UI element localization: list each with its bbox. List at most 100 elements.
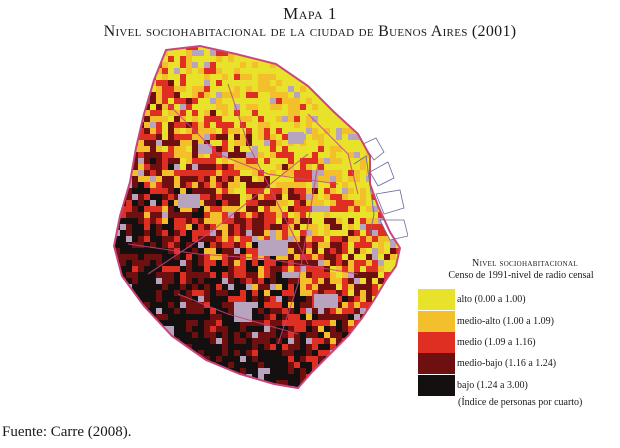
census-tract: [330, 344, 336, 350]
census-tract: [234, 338, 240, 344]
census-tract: [342, 182, 348, 188]
census-tract: [120, 46, 126, 50]
census-tract: [258, 332, 264, 338]
census-tract: [192, 104, 198, 110]
census-tract: [360, 350, 366, 362]
census-tract: [258, 302, 264, 308]
census-tract: [288, 194, 300, 200]
census-tract: [234, 68, 240, 74]
census-tract: [318, 224, 324, 230]
census-tract: [288, 326, 294, 332]
census-tract: [132, 86, 144, 92]
census-tract: [204, 122, 210, 128]
census-tract: [234, 284, 240, 290]
census-tract: [120, 152, 132, 158]
census-tract: [162, 386, 174, 388]
census-tract: [366, 98, 372, 104]
census-tract: [330, 92, 342, 98]
census-tract: [198, 86, 204, 92]
census-tract: [198, 200, 204, 206]
census-tract: [324, 320, 330, 326]
census-tract: [402, 254, 408, 260]
census-tract: [126, 224, 132, 230]
census-tract: [174, 350, 186, 356]
census-tract: [192, 296, 198, 302]
census-tract: [384, 62, 390, 74]
census-tract: [126, 56, 132, 62]
census-tract: [324, 254, 336, 260]
census-tract: [402, 248, 408, 254]
census-tract: [108, 374, 114, 380]
census-tract: [342, 134, 348, 140]
census-tract: [306, 266, 312, 272]
census-tract: [186, 74, 192, 80]
census-tract: [264, 164, 270, 176]
census-tract: [114, 104, 126, 110]
census-tract: [216, 278, 222, 284]
census-tract: [222, 392, 234, 394]
census-tract: [108, 50, 114, 56]
census-tract: [222, 170, 234, 176]
census-tract: [198, 266, 204, 272]
census-tract: [240, 338, 246, 344]
census-tract: [234, 170, 240, 176]
census-tract: [318, 284, 324, 290]
census-tract: [198, 116, 204, 122]
census-tract: [222, 368, 228, 380]
census-tract: [162, 224, 168, 230]
census-tract: [354, 338, 360, 344]
census-tract: [390, 248, 396, 254]
census-tract: [396, 134, 400, 140]
census-tract: [126, 368, 132, 374]
census-tract: [186, 134, 192, 140]
census-tract: [168, 260, 174, 266]
census-tract: [132, 116, 138, 122]
census-tract: [366, 338, 372, 344]
census-tract: [120, 140, 126, 146]
census-tract: [162, 380, 168, 388]
census-tract: [366, 74, 372, 80]
census-tract: [120, 50, 126, 56]
census-tract: [294, 332, 300, 338]
census-tract: [234, 272, 246, 278]
census-tract: [186, 308, 192, 314]
census-tract: [348, 80, 354, 86]
census-tract: [354, 104, 360, 110]
census-tract: [144, 200, 150, 206]
census-tract: [312, 320, 318, 326]
census-tract: [192, 362, 204, 368]
census-tract: [210, 332, 216, 338]
census-tract: [114, 50, 126, 56]
census-tract: [324, 56, 330, 62]
census-tract: [240, 68, 246, 74]
census-tract: [306, 380, 312, 386]
census-tract: [180, 158, 186, 170]
census-tract: [120, 56, 132, 62]
census-tract: [144, 356, 150, 368]
census-tract: [300, 272, 306, 278]
census-tract: [396, 302, 400, 308]
census-tract: [300, 260, 306, 266]
census-tract: [264, 230, 270, 236]
census-tract: [366, 110, 378, 116]
census-tract: [114, 80, 120, 86]
census-tract: [186, 86, 192, 92]
census-tract: [126, 86, 132, 92]
census-tract: [396, 152, 400, 158]
census-tract: [330, 362, 336, 368]
census-tract: [384, 128, 396, 140]
census-tract: [162, 62, 168, 68]
census-tract: [276, 188, 282, 194]
census-tract: [150, 158, 156, 164]
census-tract: [126, 110, 132, 116]
census-tract: [252, 164, 258, 176]
census-tract: [204, 380, 210, 386]
census-tract: [318, 128, 324, 134]
census-tract: [108, 230, 114, 236]
park-area: [178, 194, 200, 208]
census-tract: [198, 332, 204, 338]
census-tract: [282, 182, 288, 188]
census-tract: [324, 380, 330, 386]
census-tract: [330, 170, 336, 176]
census-tract: [222, 230, 228, 236]
